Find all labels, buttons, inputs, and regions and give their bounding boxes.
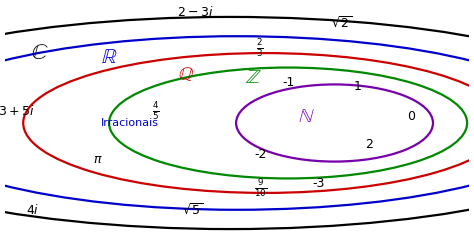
Text: $\mathbb{R}$: $\mathbb{R}$ bbox=[101, 47, 118, 67]
Text: $\mathbb{C}$: $\mathbb{C}$ bbox=[31, 43, 48, 63]
Text: Irracionais: Irracionais bbox=[101, 118, 159, 128]
Text: $4i$: $4i$ bbox=[26, 203, 39, 217]
Text: $\frac{9}{10}$: $\frac{9}{10}$ bbox=[254, 177, 267, 199]
Text: 0: 0 bbox=[407, 110, 415, 123]
Text: $\mathbb{N}$: $\mathbb{N}$ bbox=[298, 108, 315, 126]
Text: -2: -2 bbox=[254, 148, 266, 161]
Text: $\frac{2}{3}$: $\frac{2}{3}$ bbox=[256, 37, 264, 59]
Text: $\frac{4}{5}$: $\frac{4}{5}$ bbox=[152, 100, 159, 122]
Text: $\sqrt{2}$: $\sqrt{2}$ bbox=[331, 15, 352, 31]
Text: $\mathbb{Q}$: $\mathbb{Q}$ bbox=[178, 65, 194, 84]
Text: $\pi$: $\pi$ bbox=[93, 153, 102, 166]
Text: -1: -1 bbox=[282, 76, 294, 89]
Text: -3: -3 bbox=[312, 177, 325, 190]
Text: 1: 1 bbox=[354, 80, 362, 93]
Text: $\mathbb{Z}$: $\mathbb{Z}$ bbox=[245, 68, 262, 87]
Text: 2: 2 bbox=[365, 138, 374, 151]
Text: $\sqrt{5}$: $\sqrt{5}$ bbox=[182, 202, 203, 217]
Text: $2-3i$: $2-3i$ bbox=[177, 5, 213, 19]
Text: $-3+5i$: $-3+5i$ bbox=[0, 104, 35, 118]
